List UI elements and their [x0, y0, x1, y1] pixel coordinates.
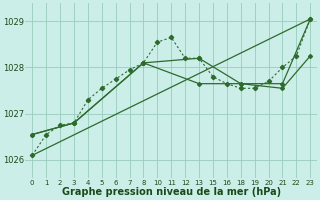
X-axis label: Graphe pression niveau de la mer (hPa): Graphe pression niveau de la mer (hPa) — [62, 187, 281, 197]
